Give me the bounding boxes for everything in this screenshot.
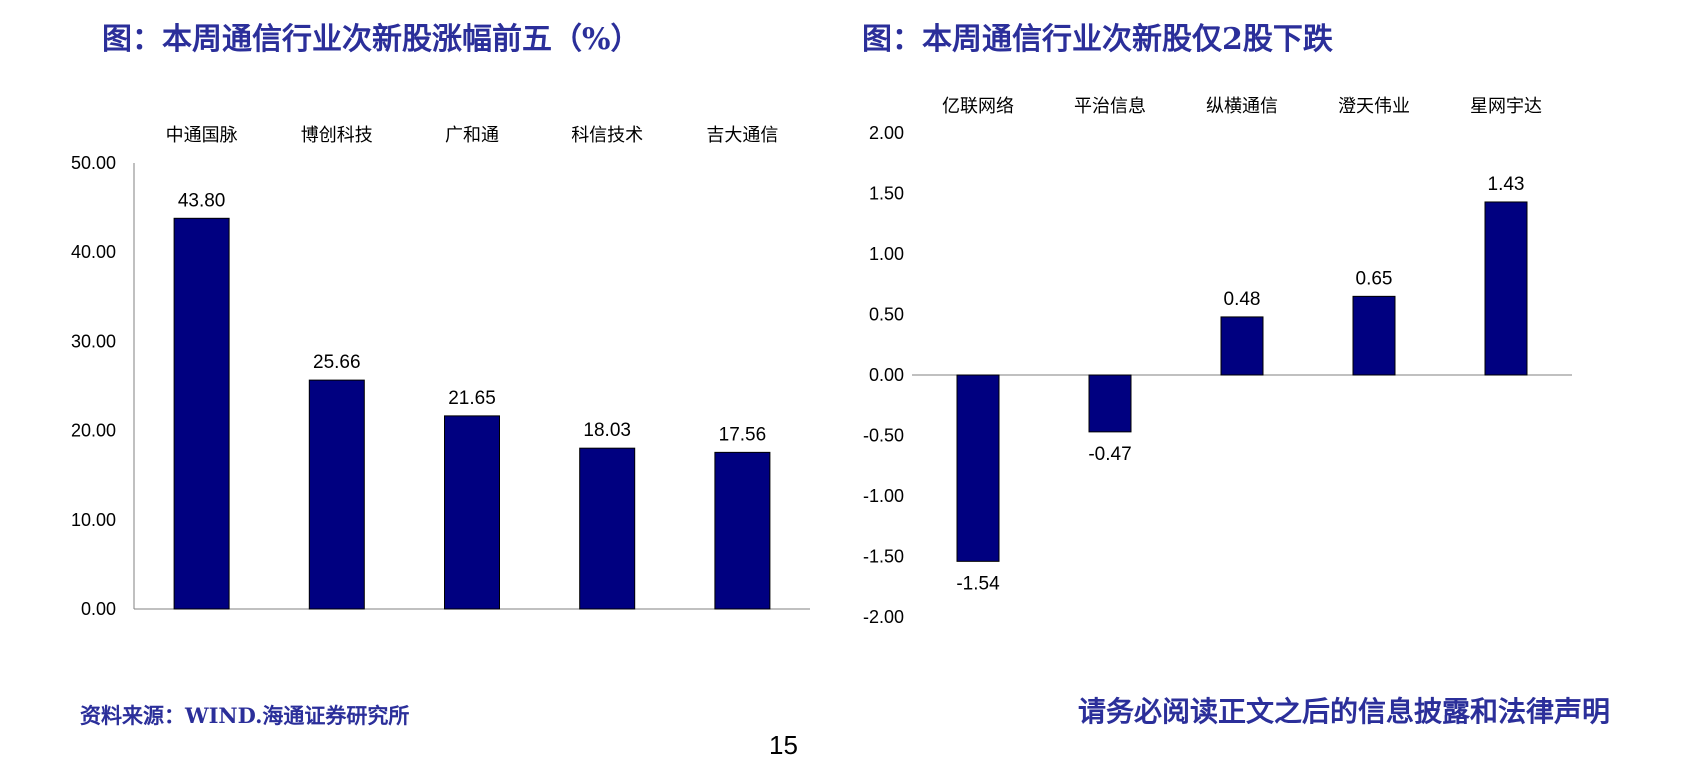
right-category-label: 亿联网络 [942,96,1014,117]
right-data-label: -0.47 [1088,444,1131,465]
left-bar [173,217,230,610]
left-category-label: 中通国脉 [166,125,238,146]
left-ytick-label: 30.00 [71,331,116,351]
right-bar [1484,201,1528,376]
right-data-label: -1.54 [956,573,1000,594]
footer-disclaimer: 请务必阅读正文之后的信息披露和法律声明 [1077,695,1610,728]
right-data-label: 1.43 [1488,174,1525,195]
left-bar [444,415,500,610]
left-data-label: 17.56 [719,424,767,445]
right-ytick-label: 0.50 [869,305,904,325]
left-bar [714,451,771,610]
left-category-label: 博创科技 [301,125,373,146]
right-category-label: 平治信息 [1074,96,1146,117]
left-data-label: 21.65 [448,388,496,409]
left-ytick-label: 40.00 [71,242,116,262]
left-ytick-label: 10.00 [71,510,116,530]
left-ytick-label: 0.00 [81,599,116,619]
footer-source: 资料来源：WIND.海通证券研究所 [80,703,410,728]
chart-title-left: 图：本周通信行业次新股涨幅前五（%） [102,22,641,57]
left-data-label: 25.66 [313,352,361,373]
left-ytick-label: 20.00 [71,421,116,441]
left-data-label: 43.80 [178,190,226,211]
right-ytick-label: 1.00 [869,244,904,264]
right-data-label: 0.48 [1224,289,1261,310]
left-category-label: 广和通 [445,125,499,146]
left-data-label: 18.03 [583,420,631,441]
right-bar [1220,316,1264,376]
left-bar [308,379,365,610]
right-ytick-label: 0.00 [869,365,904,385]
right-bar [1088,374,1132,433]
left-ytick-label: 50.00 [71,153,116,173]
left-category-label: 科信技术 [571,125,643,146]
right-ytick-label: 1.50 [869,184,904,204]
right-category-label: 星网宇达 [1470,96,1542,117]
right-category-label: 澄天伟业 [1338,96,1410,117]
right-bar [956,374,1000,562]
right-bar [1352,295,1396,376]
right-ytick-label: -0.50 [863,426,904,446]
right-ytick-label: -2.00 [863,607,904,627]
chart-title-right: 图：本周通信行业次新股仅2股下跌 [862,22,1333,57]
left-bar [579,447,636,610]
right-ytick-label: -1.50 [863,547,904,567]
right-ytick-label: 2.00 [869,123,904,143]
left-category-label: 吉大通信 [706,125,778,146]
right-data-label: 0.65 [1356,268,1393,289]
right-ytick-label: -1.00 [863,486,904,506]
page-number: 15 [769,730,798,760]
right-category-label: 纵横通信 [1206,96,1278,117]
